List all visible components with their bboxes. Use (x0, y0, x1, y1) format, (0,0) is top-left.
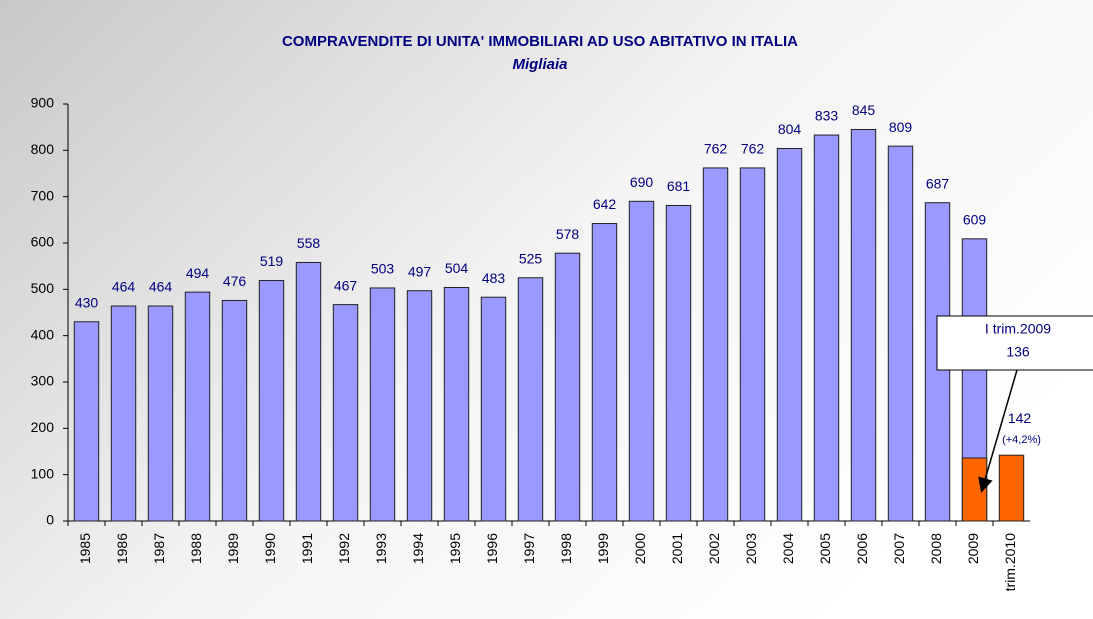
annotation-arrow (978, 369, 1018, 493)
x-tick-label: 2005 (817, 533, 833, 564)
x-tick-label: 1991 (299, 533, 315, 564)
bar (702, 167, 729, 522)
data-label: 525 (519, 250, 543, 266)
bar (591, 223, 618, 522)
bar (887, 145, 914, 522)
bar (332, 304, 359, 522)
x-tick-label: 2002 (706, 533, 722, 564)
x-tick-label: trim.2010 (1002, 533, 1018, 592)
data-label: 430 (75, 294, 99, 310)
bar (998, 454, 1025, 522)
bar (147, 305, 174, 522)
bar (554, 252, 581, 522)
x-tick-label: 1988 (188, 533, 204, 564)
bar (110, 305, 137, 522)
x-tick-label: 1998 (558, 533, 574, 564)
data-label: 464 (112, 279, 136, 295)
x-tick-label: 1997 (521, 533, 537, 564)
y-tick-label: 600 (31, 234, 55, 250)
data-label: 578 (556, 226, 580, 242)
x-tick-label: 2008 (928, 533, 944, 564)
data-label: 467 (334, 277, 358, 293)
bar (184, 291, 211, 522)
x-tick-label: 2006 (854, 533, 870, 564)
x-tick-label: 1996 (484, 533, 500, 564)
y-tick-label: 0 (46, 512, 54, 528)
bar (813, 134, 840, 522)
data-label: 804 (778, 121, 802, 137)
x-tick-label: 2000 (632, 533, 648, 564)
x-tick-label: 2004 (780, 533, 796, 564)
bar (517, 277, 544, 522)
data-label: 609 (963, 212, 987, 228)
x-tick-label: 2007 (891, 533, 907, 564)
bar (406, 290, 433, 522)
bar (776, 147, 803, 522)
bar (443, 286, 470, 522)
bar (369, 287, 396, 522)
bar (73, 321, 100, 522)
bar (295, 261, 322, 522)
chart-subtitle: Migliaia (512, 56, 567, 73)
y-tick-label: 300 (31, 373, 55, 389)
data-label: 690 (630, 174, 654, 190)
chart-title: COMPRAVENDITE DI UNITA' IMMOBILIARI AD U… (282, 33, 798, 50)
data-label: 503 (371, 261, 395, 277)
bar (221, 299, 248, 522)
bar (480, 296, 507, 522)
bar (628, 200, 655, 522)
x-tick-label: 1985 (77, 533, 93, 564)
data-label: 762 (704, 141, 728, 157)
data-label: 833 (815, 108, 839, 124)
y-tick-label: 100 (31, 465, 55, 481)
data-label: 142 (1008, 410, 1032, 426)
x-tick-label: 1987 (151, 533, 167, 564)
x-tick-label: 2009 (965, 533, 981, 564)
data-label: 494 (186, 265, 210, 281)
data-label: 464 (149, 279, 173, 295)
x-tick-label: 1994 (410, 533, 426, 564)
data-label: 504 (445, 260, 469, 276)
x-tick-label: 1990 (262, 533, 278, 564)
y-tick-label: 500 (31, 280, 55, 296)
x-tick-label: 1992 (336, 533, 352, 564)
bar (258, 280, 285, 522)
x-tick-label: 2001 (669, 533, 685, 564)
x-tick-label: 1999 (595, 533, 611, 564)
data-label: 483 (482, 270, 506, 286)
data-label: 497 (408, 263, 432, 279)
data-label: 681 (667, 178, 691, 194)
data-label: 845 (852, 102, 876, 118)
bar (850, 128, 877, 522)
annotation-box (936, 315, 1093, 371)
data-label: 687 (926, 175, 950, 191)
y-tick-label: 200 (31, 419, 55, 435)
bar (961, 457, 988, 522)
data-label: 519 (260, 253, 284, 269)
data-label: 558 (297, 235, 321, 251)
x-tick-label: 1995 (447, 533, 463, 564)
y-tick-label: 700 (31, 187, 55, 203)
annotation: I trim.2009 (985, 321, 1051, 337)
bar (739, 167, 766, 522)
x-tick-label: 1993 (373, 533, 389, 564)
data-label: 642 (593, 196, 617, 212)
data-label: 809 (889, 119, 913, 135)
x-tick-label: 1989 (225, 533, 241, 564)
y-tick-label: 400 (31, 326, 55, 342)
data-label: 762 (741, 141, 765, 157)
x-tick-label: 1986 (114, 533, 130, 564)
y-tick-label: 900 (31, 95, 55, 111)
annotation: (+4,2%) (1002, 434, 1041, 446)
data-label: 476 (223, 273, 247, 289)
annotation-value: 136 (1006, 344, 1030, 360)
bar (665, 204, 692, 522)
y-tick-label: 800 (31, 141, 55, 157)
x-tick-label: 2003 (743, 533, 759, 564)
